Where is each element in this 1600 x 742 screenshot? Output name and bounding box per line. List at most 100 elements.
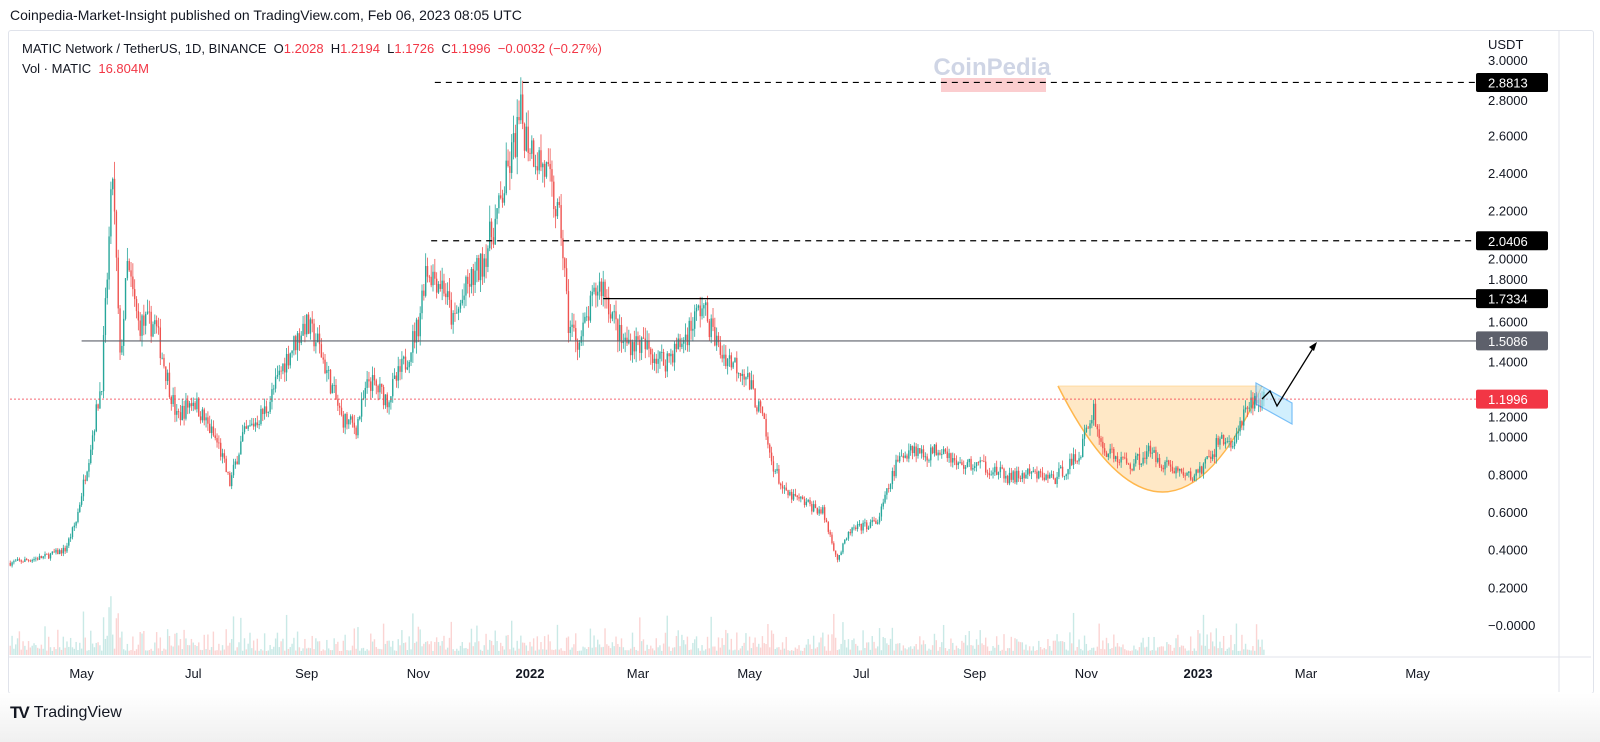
volume-bar: [1071, 643, 1073, 655]
candle-body: [615, 311, 617, 320]
candle-body: [470, 268, 473, 287]
volume-bar: [620, 638, 623, 655]
candle-body: [359, 416, 361, 420]
candle-body: [677, 338, 679, 350]
candle-body: [377, 385, 379, 393]
candle-body: [635, 336, 637, 352]
candle-body: [800, 496, 802, 499]
candle-body: [110, 189, 112, 237]
candle-body: [251, 423, 253, 425]
candle-body: [814, 504, 817, 508]
volume-bar: [498, 650, 500, 655]
volume-bar: [562, 650, 564, 655]
candle-body: [1233, 441, 1236, 447]
volume-bar: [274, 638, 277, 655]
volume-bar: [849, 649, 851, 655]
candle-body: [1230, 441, 1232, 448]
candle-body: [338, 405, 341, 408]
volume-bar: [1144, 647, 1146, 655]
volume-bar: [750, 648, 753, 655]
candle-body: [1027, 468, 1029, 475]
volume-bar: [593, 635, 595, 655]
candle-body: [657, 358, 659, 364]
volume-bar: [69, 637, 72, 655]
volume-bar: [871, 636, 873, 655]
candle-body: [500, 195, 502, 198]
volume-bar: [370, 633, 372, 655]
volume-bar: [1259, 646, 1261, 655]
candle-body: [426, 266, 429, 277]
candle-body: [88, 463, 90, 472]
volume-bar: [792, 650, 795, 655]
volume-label: Vol · MATIC: [22, 61, 92, 76]
time-axis[interactable]: May Jul Sep Nov 2022 Mar May Jul Sep Nov 2023 Mar Ma…: [9, 656, 1591, 681]
volume-bar: [154, 642, 156, 655]
candle-body: [241, 432, 244, 442]
volume-bar: [618, 646, 621, 655]
candle-body: [1118, 462, 1121, 463]
candle-body: [540, 150, 542, 168]
candle-body: [648, 340, 650, 349]
volume-bar: [631, 632, 634, 655]
candle-body: [102, 335, 105, 392]
candle-body: [688, 320, 690, 346]
candle-body: [1060, 466, 1062, 469]
volume-bar: [379, 648, 381, 655]
volume-bar: [1034, 650, 1036, 655]
volume-bar: [298, 647, 301, 655]
candle-body: [886, 488, 888, 495]
volume-bar: [467, 648, 469, 655]
candle-body: [232, 464, 235, 476]
tradingview-logo[interactable]: TV TradingView: [10, 703, 122, 723]
close-value: 1.1996: [450, 41, 491, 56]
volume-bar: [355, 648, 357, 655]
price-tick-label: 2.2000: [1488, 204, 1528, 219]
volume-bar: [329, 650, 332, 655]
volume-bar: [1003, 634, 1005, 655]
candle-body: [1052, 474, 1055, 479]
candle-body: [772, 461, 775, 472]
candle-body: [267, 411, 269, 413]
candle-body: [763, 413, 765, 419]
candle-body: [119, 308, 121, 353]
volume-bar: [1028, 646, 1031, 655]
candle-body: [1043, 477, 1045, 480]
volume-bar: [834, 637, 837, 655]
candle-body: [243, 426, 246, 433]
volume-bar: [349, 650, 352, 655]
volume-bar: [1082, 650, 1084, 655]
volume-bar: [155, 632, 158, 655]
candle-body: [955, 460, 958, 466]
candle-body: [825, 519, 828, 523]
volume-bar: [935, 640, 937, 655]
volume-bar: [959, 649, 961, 655]
candle-body: [941, 454, 943, 455]
volume-bar: [489, 639, 491, 655]
volume-bar: [390, 646, 392, 655]
candle-body: [368, 379, 370, 382]
volume-bar: [523, 642, 526, 655]
volume-bar: [381, 649, 383, 655]
candle-body: [807, 499, 809, 502]
candle-body: [844, 539, 846, 544]
candle-body: [311, 319, 313, 324]
candle-body: [348, 419, 350, 425]
volume-bar: [867, 642, 870, 655]
volume-bar: [1030, 650, 1033, 655]
candle-body: [780, 483, 782, 486]
candle-body: [1017, 470, 1020, 479]
candle-body: [655, 358, 657, 364]
volume-bar: [509, 649, 511, 655]
candle-body: [1254, 395, 1256, 409]
candle-body: [646, 340, 648, 350]
volume-bar: [812, 635, 815, 655]
price-axis[interactable]: 3.0000 2.8000 2.6000 2.4000 2.2000 2.0000 1.80…: [1476, 31, 1560, 692]
candle-body: [55, 549, 57, 553]
volume-bar: [1261, 639, 1263, 655]
candle-body: [331, 385, 334, 394]
candle-body: [249, 424, 251, 426]
candle-body: [1041, 472, 1044, 478]
volume-bar: [917, 649, 919, 655]
volume-bar: [873, 641, 875, 655]
